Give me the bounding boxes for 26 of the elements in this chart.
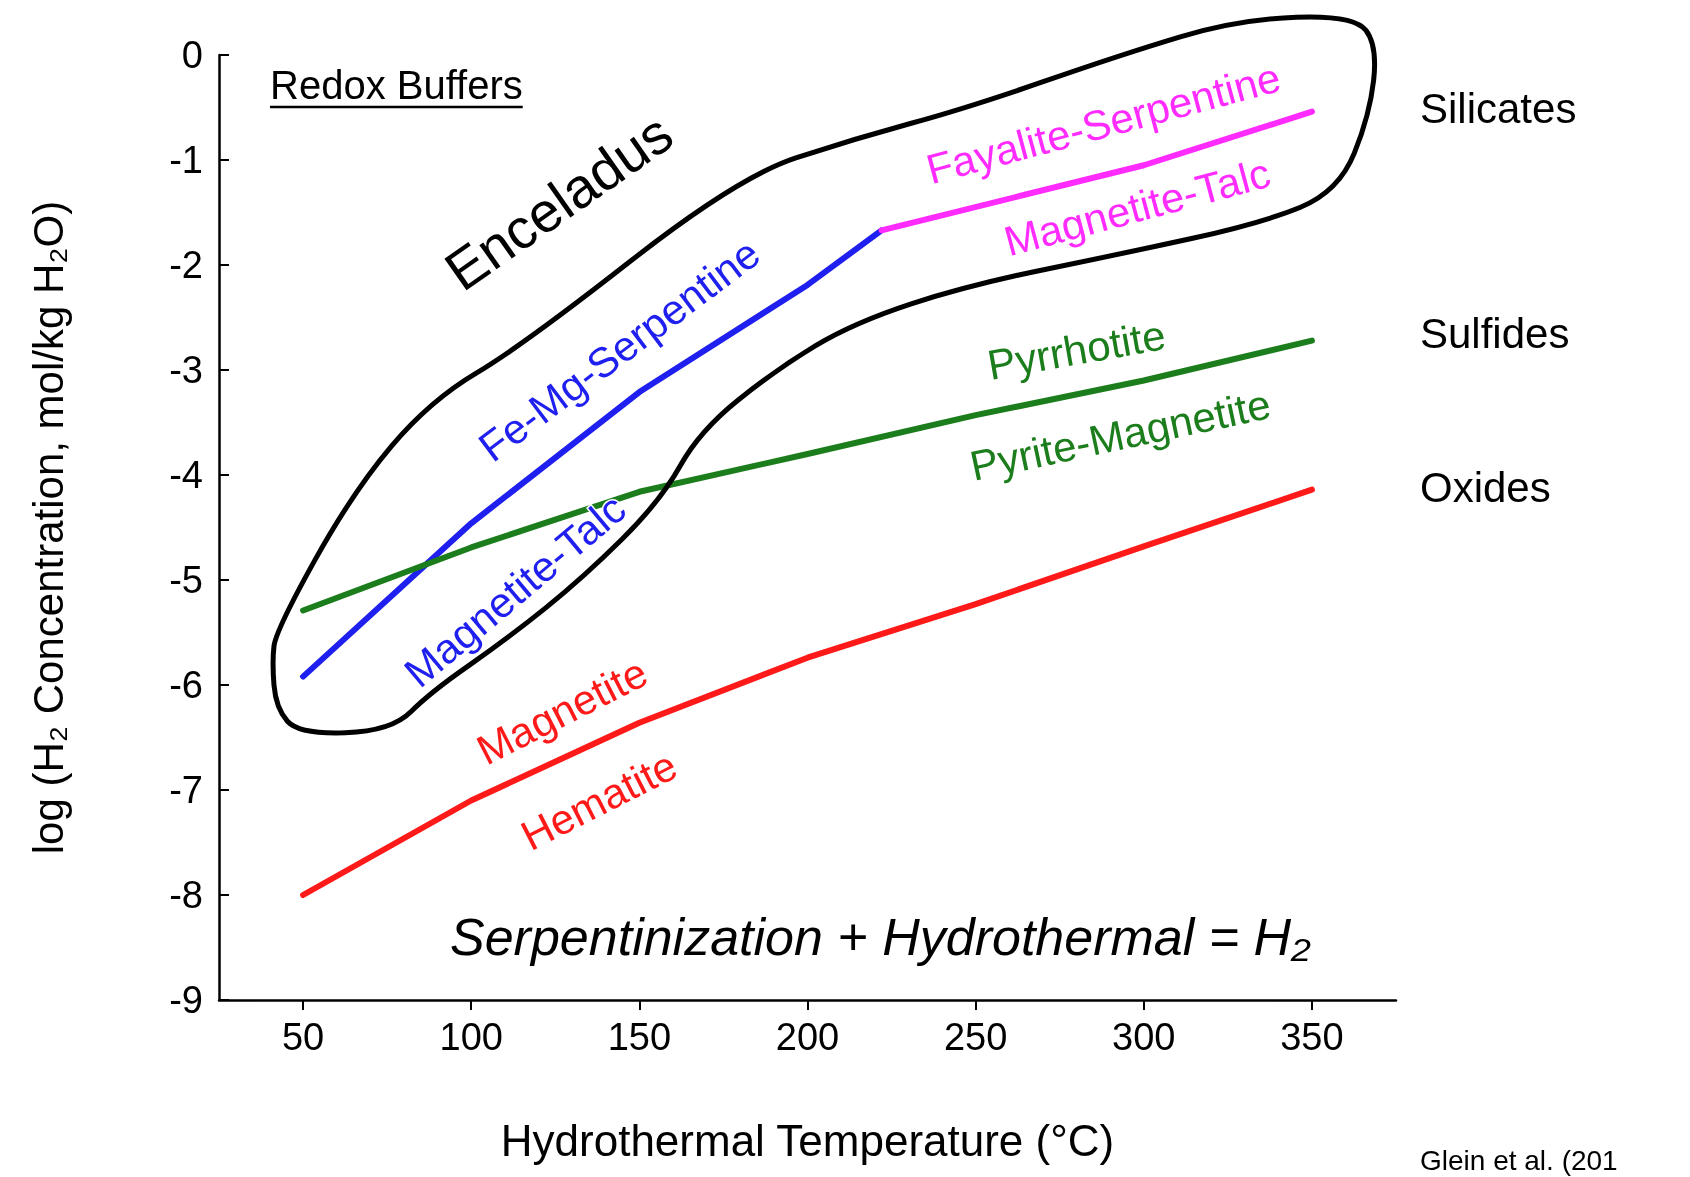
y-tick-label: 0 bbox=[181, 34, 203, 76]
annotation: Serpentinization + Hydrothermal = H₂ bbox=[450, 908, 1312, 966]
annotation: Redox Buffers bbox=[270, 63, 523, 107]
text: Glein et al. (201 bbox=[1420, 1144, 1618, 1176]
x-tick-label: 150 bbox=[607, 1016, 672, 1058]
y-tick-label: -1 bbox=[169, 139, 203, 181]
annotation: Pyrrhotite bbox=[983, 311, 1170, 389]
x-tick-label: 300 bbox=[1112, 1016, 1176, 1058]
text: Silicates bbox=[1420, 84, 1577, 132]
x-tick-label: 50 bbox=[281, 1016, 325, 1058]
x-tick-label: 350 bbox=[1280, 1016, 1344, 1058]
x-tick-label: 200 bbox=[775, 1016, 840, 1058]
text: Sulfides bbox=[1420, 309, 1570, 357]
y-axis-title: log (H₂ Concentration, mol/kg H₂O) bbox=[24, 200, 72, 855]
y-tick-label: -4 bbox=[169, 454, 203, 496]
y-tick-label: -2 bbox=[169, 244, 203, 286]
x-tick-label: 250 bbox=[943, 1016, 1008, 1058]
y-tick-label: -7 bbox=[169, 769, 203, 811]
y-tick-label: -3 bbox=[169, 349, 203, 391]
y-tick-label: -8 bbox=[169, 874, 203, 916]
x-axis-title: Hydrothermal Temperature (°C) bbox=[500, 1115, 1115, 1165]
x-tick-label: 100 bbox=[439, 1016, 503, 1058]
y-tick-label: -6 bbox=[169, 664, 203, 706]
text: Oxides bbox=[1420, 463, 1551, 511]
y-tick-label: -5 bbox=[169, 559, 203, 601]
y-tick-label: -9 bbox=[169, 979, 203, 1021]
